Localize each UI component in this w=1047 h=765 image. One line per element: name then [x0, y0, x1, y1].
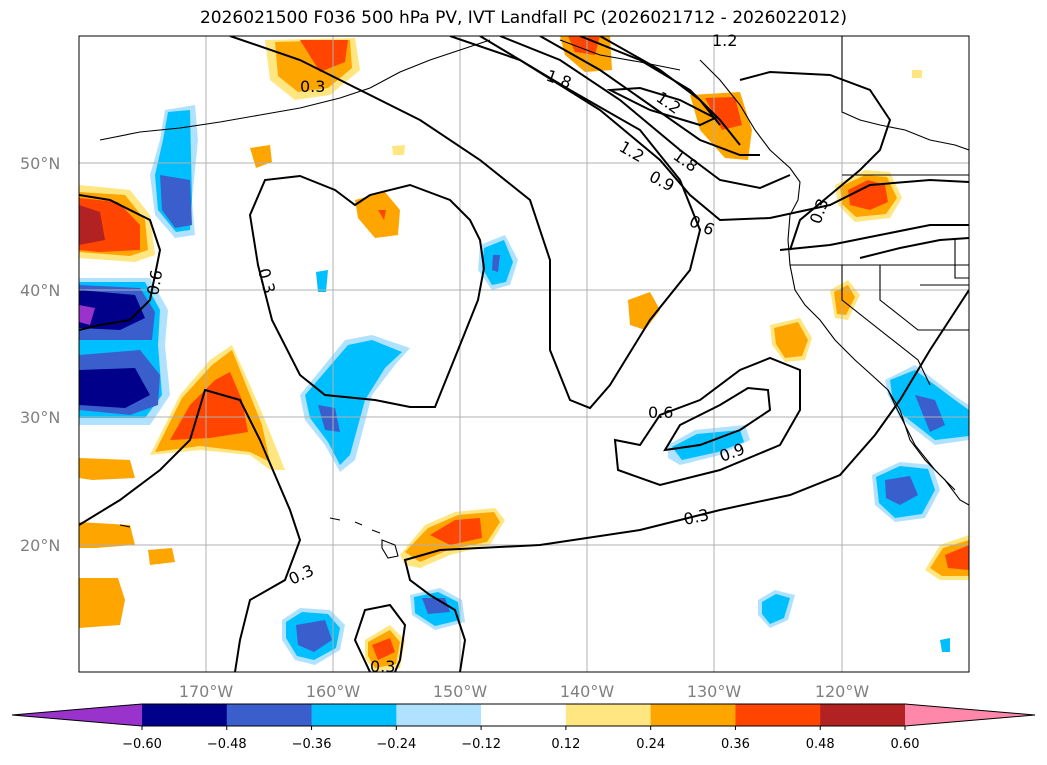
lon-tick-label: 160°W: [306, 682, 361, 701]
colorbar-tick-label: −0.60: [122, 737, 162, 752]
shade-negative: [296, 620, 332, 652]
shade-positive: [79, 458, 135, 480]
lon-tick-label: 170°W: [179, 682, 234, 701]
contour-label: 1.2: [712, 31, 737, 50]
colorbar-segment: [735, 704, 821, 726]
figure-title: 2026021500 F036 500 hPa PV, IVT Landfall…: [199, 8, 847, 28]
lat-tick-label: 30°N: [20, 408, 60, 427]
shade-negative: [885, 476, 918, 505]
colorbar-tick-label: 0.36: [721, 737, 750, 752]
map-border: [78, 35, 970, 673]
shade-negative: [940, 638, 950, 652]
colorbar-extend-min: [12, 704, 142, 726]
shade-positive: [378, 210, 386, 220]
shade-positive: [912, 70, 922, 78]
map-background: [79, 36, 969, 672]
shade-negative: [79, 305, 95, 325]
shade-positive: [355, 192, 400, 238]
colorbar-segment: [311, 704, 397, 726]
lon-tick-label: 150°W: [433, 682, 488, 701]
colorbar-tick-label: −0.36: [292, 737, 332, 752]
colorbar: −0.60 −0.48 −0.36 −0.24 −0.12 0.12 0.24 0.36 0.4…: [11, 703, 1036, 752]
shade-positive: [79, 578, 125, 628]
colorbar-tick-label: 0.48: [806, 737, 835, 752]
colorbar-segment: [142, 704, 228, 726]
colorbar-segment: [820, 704, 906, 726]
shade-positive: [628, 292, 660, 330]
shade-positive: [774, 322, 808, 358]
lat-tick-label: 20°N: [20, 536, 60, 555]
lon-tick-label: 120°W: [815, 682, 870, 701]
colorbar-segment: [481, 704, 567, 726]
colorbar-tick-label: 0.24: [636, 737, 665, 752]
shade-positive: [834, 285, 855, 315]
shade-positive: [300, 40, 348, 72]
colorbar-tick-label: 0.60: [891, 737, 920, 752]
lat-tick-label: 40°N: [20, 281, 60, 300]
colorbar-tick-label: −0.24: [376, 737, 416, 752]
shade-positive: [170, 372, 248, 440]
shade-positive: [79, 522, 135, 548]
shade-positive: [250, 145, 272, 168]
contour-label: 0.3: [300, 77, 325, 96]
colorbar-extend-max: [905, 704, 1035, 726]
shade-negative: [762, 594, 790, 624]
colorbar-segment: [565, 704, 652, 726]
lat-tick-label: 50°N: [20, 154, 60, 173]
shade-negative: [672, 430, 744, 460]
ivt-contours: [79, 36, 969, 672]
colorbar-segment: [396, 704, 482, 726]
colorbar-tick-label: −0.48: [207, 737, 247, 752]
shade-positive: [392, 145, 405, 155]
graticule: [79, 36, 969, 672]
contour-label: 0.6: [143, 268, 166, 296]
colorbar-segment: [650, 704, 736, 726]
shade-positive: [848, 180, 888, 210]
shade-positive: [372, 638, 395, 660]
lon-tick-label: 140°W: [560, 682, 615, 701]
shade-negative: [492, 255, 500, 272]
shade-positive: [79, 205, 105, 245]
shade-positive: [430, 518, 482, 545]
lon-axis: 170°W 160°W 150°W 140°W 130°W 120°W: [179, 682, 870, 701]
shade-negative: [79, 368, 150, 408]
shade-negative: [316, 270, 328, 292]
contour-label: 0.3: [682, 505, 711, 529]
colorbar-segment: [226, 704, 313, 726]
shade-negative: [318, 405, 340, 432]
colorbar-tick-label: −0.12: [461, 737, 501, 752]
contour-label: 0.3: [370, 657, 395, 676]
colorbar-tick-label: 0.12: [551, 737, 580, 752]
lat-axis: 50°N 40°N 30°N 20°N: [20, 154, 60, 555]
shade-positive: [945, 545, 969, 570]
shade-negative: [160, 175, 192, 228]
shade-positive: [148, 548, 175, 565]
contour-label: 0.6: [648, 403, 673, 422]
shade-negative: [305, 340, 402, 465]
shade-negative: [915, 395, 945, 432]
lon-tick-label: 130°W: [687, 682, 742, 701]
